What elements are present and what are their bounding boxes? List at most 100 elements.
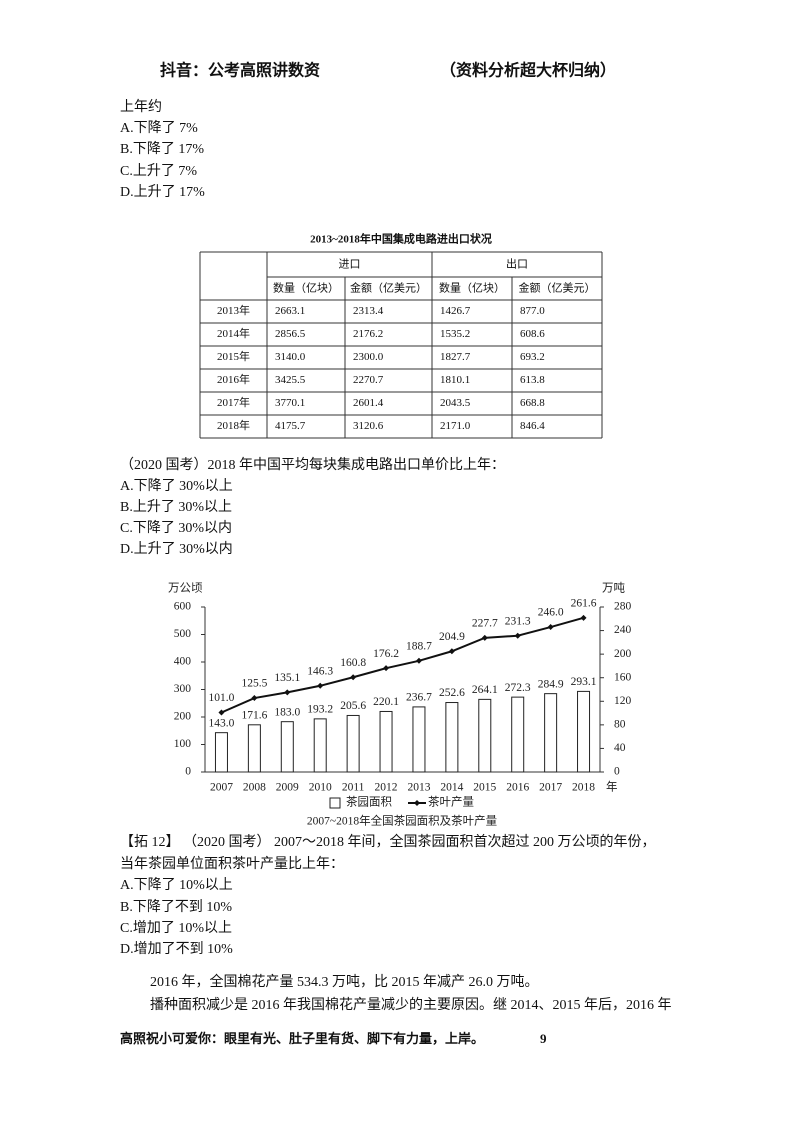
bar-label: 205.6 [340,700,366,712]
table-cell: 608.6 [520,328,545,340]
bar-label: 284.9 [538,678,564,690]
x-tick-label: 2012 [375,782,398,794]
line-label: 101.0 [209,692,235,704]
x-tick-label: 2010 [309,782,332,794]
table-title: 2013~2018年中国集成电路进出口状况 [310,232,492,246]
line-label: 135.1 [274,672,300,684]
table-cell: 2313.4 [353,305,384,317]
table-cell: 2176.2 [353,328,383,340]
bar-label: 236.7 [406,692,432,704]
header-left: 抖音：公考高照讲数资 [160,61,320,80]
legend-swatch [414,800,420,806]
table-cell: 4175.7 [275,420,306,432]
line-marker [580,614,587,621]
table-cell: 3140.0 [275,351,306,363]
y2-tick-label: 240 [614,624,632,636]
y2-tick-label: 40 [614,742,626,754]
bar [313,718,327,773]
y2-tick-label: 120 [614,695,632,707]
line-marker [350,674,357,681]
table-cell: 2171.0 [440,420,471,432]
bar [379,710,393,773]
text-line: B.下降了 17% [120,141,204,157]
line-label: 246.0 [538,607,564,619]
y2-tick-label: 0 [614,766,620,778]
page-number: 9 [540,1031,547,1046]
x-tick-label: 2014 [440,782,463,794]
bar-label: 252.6 [439,687,465,699]
table-cell: 693.2 [520,351,545,363]
y-tick-label: 0 [185,766,191,778]
y-tick-label: 600 [174,601,192,613]
x-tick-label: 2007 [210,782,233,794]
bar [346,714,360,773]
line-label: 188.7 [406,640,432,652]
bar [577,690,591,773]
table-column: 金额（亿美元） [519,281,596,295]
y-tick-label: 400 [174,656,192,668]
x-tick-label: 2011 [342,782,365,794]
text-line: B.上升了 30%以上 [120,499,232,515]
line-marker [284,689,291,696]
table-cell: 2043.5 [440,397,471,409]
line [221,616,584,714]
y-axis-label: 万公顷 [168,582,203,595]
table-cell: 2013年 [217,303,250,317]
bar-label: 264.1 [472,684,498,696]
bar-label: 143.0 [209,717,235,729]
table-cell: 1827.7 [440,351,471,363]
text-line: 【拓 12】 （2020 国考） 2007～2018 年间，全国茶园面积首次超过… [120,833,656,850]
x-tick-label: 2016 [506,782,529,794]
table-column: 数量（亿块） [439,282,505,295]
x-tick-label: 2009 [276,782,299,794]
table-cell: 3770.1 [275,397,305,409]
header-right: （资料分析超大杯归纳） [440,61,616,80]
text-line: 2016 年，全国棉花产量 534.3 万吨，比 2015 年减产 26.0 万… [150,973,539,990]
table-cell: 2017年 [217,395,250,409]
line-marker [317,682,324,689]
bar-label: 220.1 [373,696,399,708]
line-marker [514,632,521,639]
table-cell: 1535.2 [440,328,470,340]
bar-label: 293.1 [571,676,597,688]
line-label: 160.8 [340,657,366,669]
table-cell: 2856.5 [275,328,306,340]
table-group: 出口 [506,257,528,271]
y-tick-label: 200 [174,711,192,723]
text-line: A.下降了 10%以上 [120,877,233,893]
legend-label: 茶叶产量 [428,795,474,809]
bar-label: 171.6 [241,709,267,721]
text-line: A.下降了 7% [120,120,198,136]
table-cell: 2270.7 [353,374,384,386]
x-tick-label: 2008 [243,782,266,794]
line-label: 231.3 [505,615,531,627]
bar [280,721,294,773]
table-cell: 3120.6 [353,420,384,432]
x-tick-label: 2017 [539,782,562,794]
line-marker [383,665,390,672]
table-cell: 2018年 [217,418,250,432]
legend-swatch [329,797,341,809]
text-line: C.上升了 7% [120,163,197,179]
line-marker [415,657,422,664]
table-cell: 3425.5 [275,374,306,386]
text-line: 上年约 [120,99,162,115]
table-cell: 2300.0 [353,351,384,363]
bar [511,696,525,773]
table-group: 进口 [339,258,361,271]
bar-label: 183.0 [274,706,300,718]
table-cell: 613.8 [520,374,545,386]
table-cell: 2015年 [217,349,250,363]
table-cell: 2016年 [217,372,250,386]
table-cell: 2663.1 [275,305,305,317]
y2-tick-label: 80 [614,718,626,730]
line-marker [547,624,554,631]
text-line: D.上升了 30%以内 [120,541,233,557]
line-label: 146.3 [307,665,333,677]
y-tick-label: 500 [174,628,192,640]
table-cell: 1810.1 [440,374,470,386]
bar-label: 193.2 [307,704,333,716]
text-line: D.上升了 17% [120,184,205,200]
line-label: 261.6 [571,597,597,609]
